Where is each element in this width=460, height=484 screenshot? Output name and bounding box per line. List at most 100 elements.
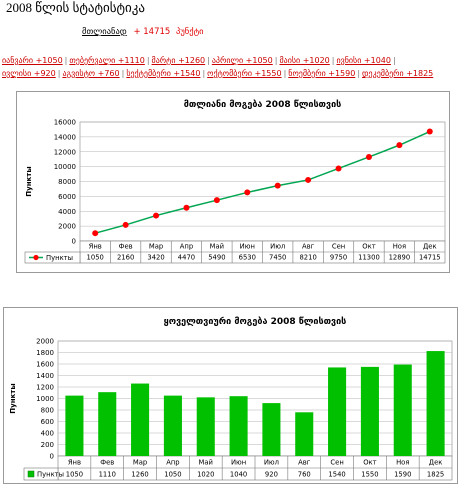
- y-tick-label: 14000: [54, 133, 76, 141]
- month-link[interactable]: იანვარი +1050: [2, 56, 63, 65]
- link-separator: |: [283, 69, 287, 78]
- table-value: 5490: [208, 254, 225, 262]
- y-tick-label: 6000: [58, 193, 76, 201]
- table-value: 3420: [147, 254, 164, 262]
- total-value: + 14715: [133, 27, 171, 37]
- month-link[interactable]: ივნისი +1040: [336, 56, 391, 65]
- month-link[interactable]: მაისი +1020: [279, 56, 330, 65]
- data-point: [183, 204, 190, 211]
- table-value: 14715: [419, 254, 441, 262]
- bar-chart: ყოველთვიური მოგება 2008 წლისთვის 0 200 400 6…: [3, 307, 458, 484]
- x-tick-label: Май: [210, 243, 224, 251]
- bar: [393, 364, 412, 456]
- table-value: 11300: [358, 254, 380, 262]
- legend-cell: [24, 251, 81, 264]
- y-tick-label: 200: [41, 441, 54, 449]
- table-value: 1540: [328, 471, 345, 479]
- bar: [163, 395, 182, 456]
- x-tick-label: Дек: [423, 243, 437, 251]
- data-point: [305, 176, 312, 183]
- table-value: 9750: [330, 254, 347, 262]
- table-value: 1050: [87, 254, 104, 262]
- table-value: 1260: [131, 471, 148, 479]
- month-link[interactable]: დეკემბერი +1825: [362, 69, 434, 78]
- x-tick-label: Май: [199, 459, 213, 467]
- month-link[interactable]: მარტი +1260: [151, 56, 206, 65]
- total-label: მთლიანად: [82, 27, 127, 37]
- line-chart: მთლიანი მოგება 2008 წლისთვის 0 2000 4000 600…: [16, 91, 450, 273]
- y-tick-label: 0: [50, 453, 54, 461]
- table-value: 7450: [269, 254, 286, 262]
- x-tick-label: Окт: [363, 459, 376, 467]
- bar: [65, 395, 84, 456]
- total-unit: პუნქტი: [176, 27, 204, 37]
- x-tick-label: Апр: [166, 459, 179, 467]
- y-axis-label: Пункты: [9, 383, 17, 413]
- y-tick-label: 1000: [36, 395, 54, 403]
- bar: [360, 366, 379, 456]
- table-value: 760: [298, 471, 311, 479]
- link-separator: |: [274, 56, 278, 65]
- bar: [229, 396, 248, 456]
- month-link[interactable]: აპრილი +1050: [211, 56, 273, 65]
- y-tick-label: 1600: [36, 361, 54, 369]
- month-link[interactable]: ნოემბერი +1590: [288, 69, 356, 78]
- link-separator: |: [331, 56, 335, 65]
- y-tick-label: 4000: [58, 208, 76, 216]
- link-separator: |: [202, 69, 206, 78]
- table-value: 1825: [427, 471, 444, 479]
- bar: [262, 403, 281, 456]
- bar: [196, 397, 215, 456]
- x-tick-label: Янв: [89, 243, 102, 251]
- x-tick-label: Июн: [231, 459, 246, 467]
- x-tick-label: Фев: [100, 459, 114, 467]
- bar: [295, 412, 314, 456]
- month-links: იანვარი +1050 | თებერვალი +1110 | მარტი +126…: [2, 54, 460, 80]
- month-link[interactable]: აგვისტო +760: [62, 69, 120, 78]
- month-link[interactable]: სექტემბერი +1540: [126, 69, 201, 78]
- link-separator: |: [57, 69, 61, 78]
- table-value: 6530: [239, 254, 256, 262]
- chart-title: მთლიანი მოგება 2008 წლისთვის: [184, 100, 342, 110]
- y-tick-label: 2000: [36, 338, 54, 346]
- month-link[interactable]: ოქტომბერი +1550: [207, 69, 282, 78]
- y-tick-label: 8000: [58, 178, 76, 186]
- x-tick-label: Авг: [302, 243, 315, 251]
- table-value: 1590: [394, 471, 411, 479]
- x-tick-label: Мар: [133, 459, 147, 467]
- line-chart-svg: მთლიანი მოგება 2008 წლისთვის 0 2000 4000 600…: [24, 100, 446, 264]
- x-tick-label: Дек: [429, 459, 443, 467]
- y-tick-label: 1400: [36, 372, 54, 380]
- y-tick-label: 400: [41, 430, 54, 438]
- x-tick-label: Фев: [119, 243, 133, 251]
- data-point: [426, 128, 433, 135]
- x-tick-label: Янв: [68, 459, 81, 467]
- x-tick-label: Мар: [149, 243, 163, 251]
- x-tick-label: Июл: [264, 459, 279, 467]
- series-line: [95, 130, 431, 234]
- bar: [426, 351, 445, 456]
- y-axis-label: Пункты: [25, 166, 33, 196]
- link-separator: |: [357, 69, 361, 78]
- link-separator: |: [121, 69, 125, 78]
- x-tick-label: Июл: [270, 243, 285, 251]
- table-value: 1050: [66, 471, 83, 479]
- x-tick-label: Ноя: [396, 459, 409, 467]
- bar: [98, 392, 117, 456]
- data-point: [335, 165, 342, 172]
- data-point: [122, 221, 129, 228]
- link-separator: |: [392, 56, 396, 65]
- y-tick-label: 1200: [36, 384, 54, 392]
- table-value: 1040: [230, 471, 247, 479]
- x-tick-label: Сен: [330, 459, 343, 467]
- legend-label: Пункты: [37, 471, 64, 479]
- table-value: 920: [265, 471, 278, 479]
- month-link[interactable]: ივლისი +920: [2, 69, 56, 78]
- data-point: [365, 153, 372, 160]
- bar: [328, 367, 347, 456]
- month-link[interactable]: თებერვალი +1110: [69, 56, 145, 65]
- table-value: 1050: [164, 471, 181, 479]
- link-separator: |: [146, 56, 150, 65]
- y-tick-label: 2000: [58, 223, 76, 231]
- x-tick-label: Июн: [240, 243, 255, 251]
